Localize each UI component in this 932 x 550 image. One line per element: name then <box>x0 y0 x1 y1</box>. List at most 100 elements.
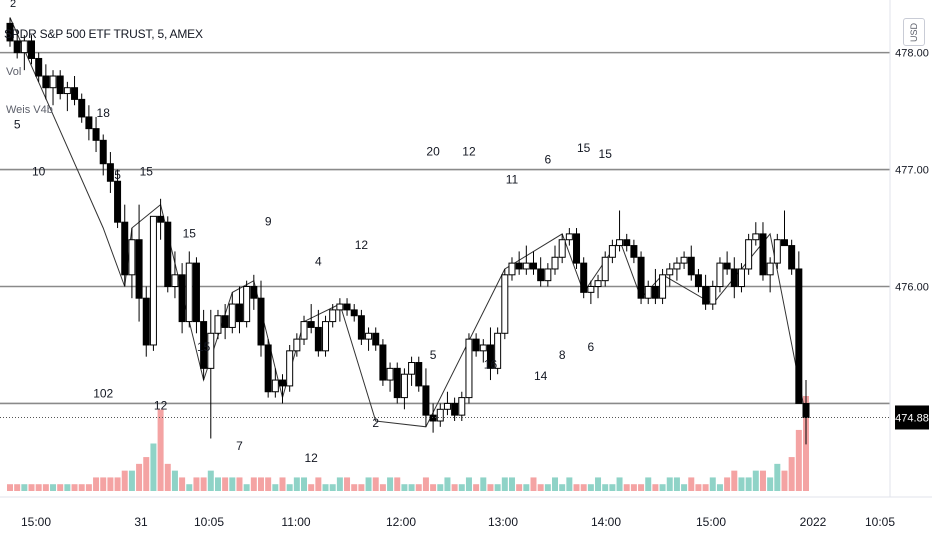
volume-bar <box>415 484 422 491</box>
volume-bar <box>85 484 92 491</box>
candle-body <box>307 321 315 328</box>
candle-body <box>42 75 50 89</box>
candle-body <box>286 350 294 387</box>
candle-body <box>415 362 423 387</box>
volume-bar <box>222 477 229 491</box>
weis-volume-label: 102 <box>93 387 113 401</box>
candle-body <box>594 280 602 288</box>
volume-bar <box>609 484 616 491</box>
last-price-tag <box>895 405 929 430</box>
volume-bar <box>795 429 802 491</box>
indicator-volume-label[interactable]: Vol <box>6 66 22 78</box>
candle-body <box>357 315 365 340</box>
time-tick-label: 10:05 <box>865 515 895 529</box>
currency-button[interactable]: USD <box>903 18 925 46</box>
candle-body <box>522 262 530 270</box>
weis-volume-label: 5 <box>14 118 21 132</box>
candle-body <box>372 332 380 346</box>
candle-body <box>279 379 287 387</box>
candle-body <box>580 262 588 293</box>
candle-body <box>515 262 523 270</box>
volume-bar <box>666 477 673 491</box>
volume-bar <box>652 484 659 491</box>
volume-bar <box>465 477 472 491</box>
candle-body <box>228 303 236 328</box>
candle-body <box>128 239 136 276</box>
volume-bar <box>759 470 766 491</box>
volume-bar <box>774 463 781 491</box>
volume-bar <box>645 477 652 491</box>
candle-body <box>709 286 717 305</box>
weis-volume-label: 12 <box>154 398 168 412</box>
candle-body <box>300 321 308 340</box>
volume-bar <box>516 484 523 491</box>
volume-bar <box>638 484 645 491</box>
candle-body <box>336 303 344 311</box>
candle-body <box>766 262 774 276</box>
candle-body <box>106 163 114 182</box>
volume-bar <box>695 484 702 491</box>
volume-bar <box>293 477 300 491</box>
volume-bar <box>573 484 580 491</box>
volume-bar <box>408 484 415 491</box>
volume-bar <box>315 477 322 491</box>
weis-volume-label: 6 <box>544 153 551 167</box>
volume-bar <box>745 477 752 491</box>
volume-bar <box>451 484 458 491</box>
volume-bar <box>186 484 193 491</box>
volume-bar <box>308 484 315 491</box>
candle-body <box>343 303 351 311</box>
volume-bar <box>265 477 272 491</box>
candle-body <box>529 262 537 270</box>
candle-body <box>63 87 71 95</box>
volume-bar <box>351 484 358 491</box>
weis-volume-label: 4 <box>315 254 322 268</box>
volume-bar <box>379 484 386 491</box>
time-tick-label: 10:05 <box>194 515 224 529</box>
volume-bar <box>365 477 372 491</box>
candle-body <box>558 239 566 258</box>
candle-body <box>730 268 738 288</box>
volume-bar <box>35 484 42 491</box>
candle-body <box>221 315 229 328</box>
candle-body <box>157 215 165 223</box>
candle-body <box>802 402 810 418</box>
candle-body <box>752 233 760 241</box>
candle-body <box>737 268 745 288</box>
volume-bar <box>659 484 666 491</box>
time-tick-label: 31 <box>134 515 148 529</box>
candle-body <box>565 233 573 241</box>
price-tick-label: 476.00 <box>895 282 929 294</box>
candle-body <box>114 180 122 223</box>
volume-bar <box>100 477 107 491</box>
candle-body <box>795 268 803 404</box>
volume-bar <box>716 484 723 491</box>
volume-bar <box>50 484 57 491</box>
candle-body <box>429 414 437 422</box>
candle-body <box>422 385 430 416</box>
candle-body <box>250 286 258 299</box>
candle-body <box>322 321 330 352</box>
volume-bar <box>243 484 250 491</box>
candle-body <box>71 87 79 100</box>
volume-bar <box>537 484 544 491</box>
candle-body <box>121 221 129 276</box>
candle-body <box>400 373 408 399</box>
volume-bar <box>702 484 709 491</box>
candle-body <box>472 338 480 352</box>
weis-volume-label: 14 <box>534 369 548 383</box>
weis-volume-label: 15 <box>140 164 154 178</box>
volume-bar <box>494 484 501 491</box>
indicator-weis-label[interactable]: Weis V4b <box>6 104 53 116</box>
time-tick-label: 15:00 <box>696 515 726 529</box>
candle-body <box>214 315 222 334</box>
candle-body <box>28 40 36 59</box>
candle-body <box>508 262 516 276</box>
volume-bar <box>114 477 121 491</box>
candle-body <box>99 139 107 165</box>
volume-bar <box>214 477 221 491</box>
candle-body <box>135 239 143 299</box>
weis-volume-label: 20 <box>426 145 440 159</box>
volume-bar <box>616 477 623 491</box>
